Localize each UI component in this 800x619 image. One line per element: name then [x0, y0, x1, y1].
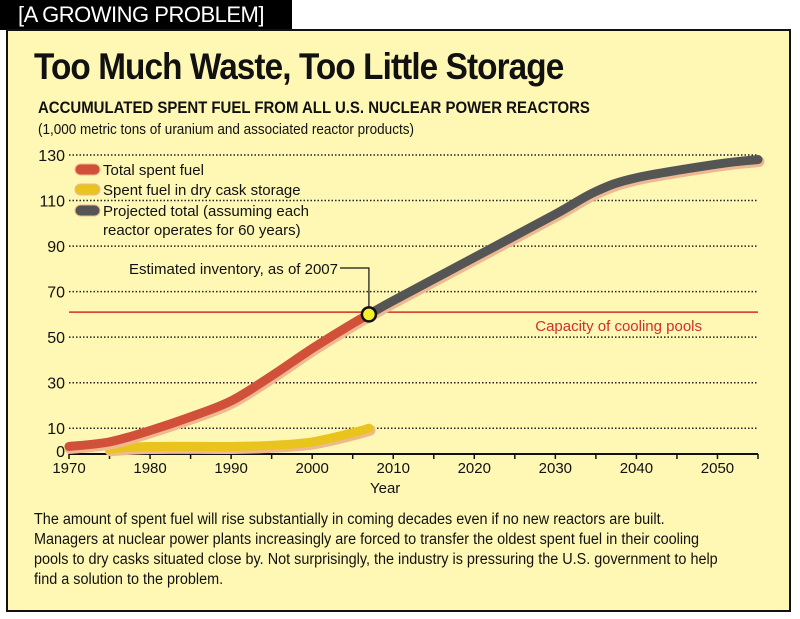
legend-swatch — [74, 204, 101, 217]
x-tick-label: 2030 — [539, 460, 572, 477]
x-tick-label: 2010 — [377, 460, 410, 477]
y-tick-label: 10 — [47, 421, 65, 438]
annotation-leader — [340, 267, 370, 308]
cooling-pool-capacity-label: Capacity of cooling pools — [535, 318, 702, 335]
header-tab: [A GROWING PROBLEM] — [0, 0, 292, 30]
x-tick-label: 2000 — [295, 460, 328, 477]
y-tick-label: 130 — [38, 148, 65, 165]
series-projected-total-line — [364, 155, 763, 319]
x-tick-label: 2020 — [458, 460, 491, 477]
chart-title: ACCUMULATED SPENT FUEL FROM ALL U.S. NUC… — [38, 98, 590, 117]
legend-swatch — [74, 163, 101, 176]
legend-label: Total spent fuel — [103, 162, 204, 179]
x-tick-label: 1970 — [52, 460, 85, 477]
x-tick-label: 1990 — [214, 460, 247, 477]
y-tick-label: 110 — [39, 194, 65, 211]
x-tick-label: 1980 — [133, 460, 166, 477]
y-tick-label: 30 — [47, 376, 65, 393]
series-dry-cask-storage-line — [105, 423, 374, 454]
y-tick-label: 70 — [47, 285, 65, 302]
y-tick-label: 50 — [47, 330, 65, 347]
legend-swatch — [74, 183, 101, 196]
y-tick-label: 0 — [56, 444, 65, 461]
caption: The amount of spent fuel will rise subst… — [34, 511, 718, 588]
legend-label: Projected total (assuming each reactor op… — [103, 203, 309, 239]
chart-panel — [6, 29, 791, 612]
y-tick-label: 90 — [47, 239, 65, 256]
annotation-label: Estimated inventory, as of 2007 — [129, 261, 338, 278]
page-title: Too Much Waste, Too Little Storage — [34, 46, 564, 87]
inventory-2007-marker — [360, 306, 378, 323]
series-total-spent-fuel-line — [64, 309, 374, 451]
chart-subtitle: (1,000 metric tons of uranium and associ… — [38, 121, 414, 138]
series-projected-total-shadow — [364, 156, 765, 322]
x-tick-label: 2040 — [620, 460, 653, 477]
x-tick-label: 2050 — [701, 460, 734, 477]
legend-label: Spent fuel in dry cask storage — [103, 182, 301, 199]
x-axis-label: Year — [370, 480, 400, 497]
